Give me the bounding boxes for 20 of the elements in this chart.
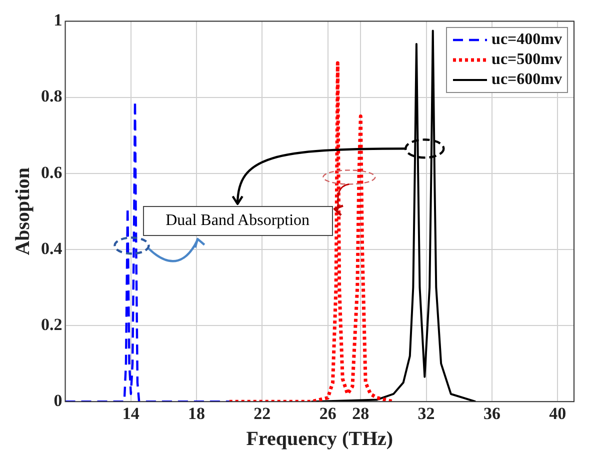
x-tick-label: 14 bbox=[122, 404, 140, 424]
x-tick-label: 32 bbox=[418, 404, 435, 424]
y-tick-label: 1 bbox=[54, 10, 62, 30]
x-tick-label: 36 bbox=[483, 404, 500, 424]
legend-label: uc=500mv bbox=[492, 51, 562, 70]
x-axis-title: Frequency (THz) bbox=[246, 428, 394, 450]
y-tick-label: 0.6 bbox=[41, 162, 62, 182]
annotation: Dual Band Absorption bbox=[142, 206, 333, 236]
y-tick-label: 0 bbox=[54, 390, 62, 410]
legend-label: uc=600mv bbox=[492, 71, 562, 90]
x-tick-label: 26 bbox=[319, 404, 336, 424]
y-tick-label: 0.4 bbox=[41, 238, 63, 258]
x-tick-label: 18 bbox=[188, 404, 206, 424]
x-tick-label: 28 bbox=[352, 404, 370, 424]
y-axis-title: Absoption bbox=[12, 167, 34, 256]
x-tick-label: 22 bbox=[254, 404, 271, 424]
y-tick-label: 0.8 bbox=[41, 86, 62, 106]
y-tick-label: 0.2 bbox=[41, 314, 62, 334]
x-tick-label: 40 bbox=[549, 404, 566, 424]
legend-label: uc=400mv bbox=[492, 31, 562, 50]
